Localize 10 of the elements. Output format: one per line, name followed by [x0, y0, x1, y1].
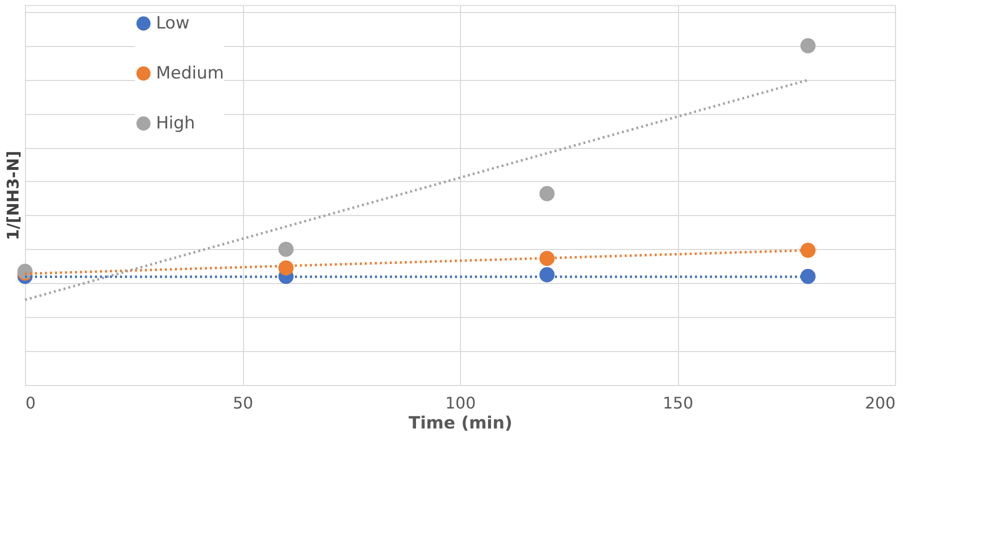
x-tick-label: 150: [662, 394, 694, 412]
x-tick-label: 100: [445, 394, 476, 412]
legend-label: Low: [156, 14, 190, 34]
y-axis-title: 1/[NH3-N]: [4, 150, 22, 240]
x-tick-label: 0: [26, 394, 36, 412]
legend-label: Medium: [156, 64, 224, 84]
x-tick-label: 50: [232, 394, 254, 412]
x-axis-title: Time (min): [408, 414, 512, 434]
x-tick-label: 200: [864, 394, 896, 412]
legend-label: High: [156, 114, 196, 134]
